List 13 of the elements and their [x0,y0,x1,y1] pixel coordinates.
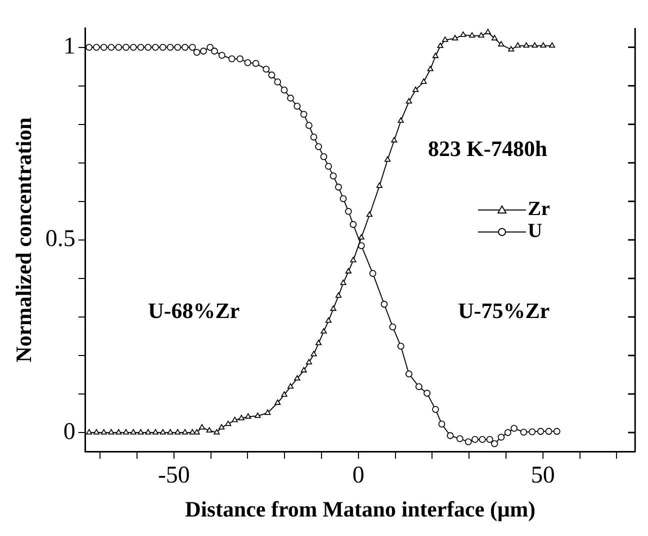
y-tick-label: 0.5 [45,226,76,252]
y-tick-label: 0 [63,418,76,445]
legend-label: U [528,220,542,242]
x-tick-label: 0 [352,462,364,488]
x-tick-label: -50 [158,462,190,488]
annotation: 823 K-7480h [428,136,548,162]
annotation: U-75%Zr [458,298,550,324]
annotation: U-68%Zr [148,298,240,324]
legend-label: Zr [528,198,550,220]
y-tick-label: 1 [63,34,76,60]
y-axis-title: Normalized concentration [10,117,36,362]
x-axis-title: Distance from Matano interface (μm) [184,496,536,522]
x-tick-label: 50 [530,462,555,488]
